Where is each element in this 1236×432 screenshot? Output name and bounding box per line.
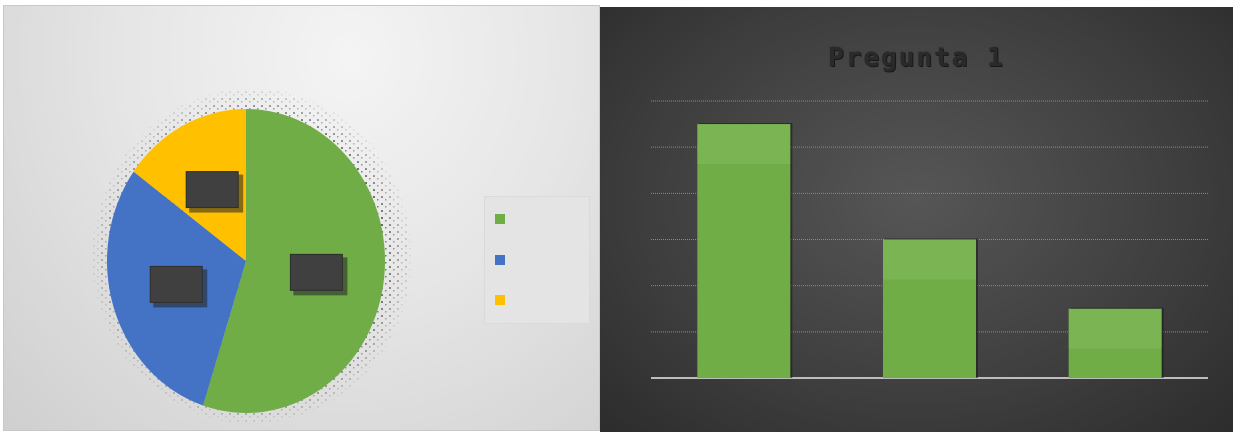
data-label-2 [149,265,203,303]
chart-title: Pregunta 1 [828,43,1005,73]
pie-legend [484,196,590,324]
data-label-3 [185,171,239,209]
legend-swatch-1 [495,214,505,224]
pie-chart [92,88,412,424]
pie-chart-panel [3,5,600,431]
bar-chart-panel: Pregunta 1 [600,7,1233,432]
bar-highlight-2 [883,239,976,280]
bar-1 [697,124,791,378]
legend-item-2 [495,255,575,267]
legend-item-3 [495,295,575,307]
data-label-1 [289,253,343,291]
bar-highlight-3 [1068,308,1162,349]
bar-3 [1068,308,1162,378]
bar-chart [651,100,1208,379]
legend-swatch-2 [495,255,505,265]
legend-swatch-3 [495,295,505,305]
bar-2 [883,239,976,378]
bar-highlight-1 [697,124,791,165]
legend-item-1 [495,214,575,226]
